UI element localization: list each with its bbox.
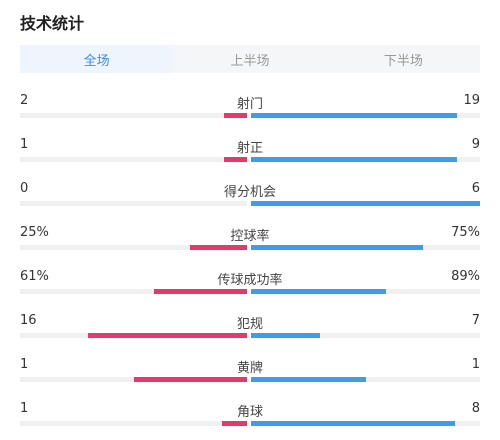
home-bar-track	[20, 113, 247, 118]
tab-second-half[interactable]: 下半场	[383, 53, 423, 69]
stat-label: 控球率	[230, 229, 270, 244]
away-bar-track	[251, 377, 480, 382]
stat-home-value: 1	[20, 137, 29, 152]
home-bar-track	[20, 245, 247, 250]
stat-label: 得分机会	[223, 185, 276, 200]
home-bar-track	[20, 377, 247, 382]
stat-row-pass-accuracy: 61% 传球成功率 89%	[20, 264, 480, 308]
home-bar	[88, 333, 247, 338]
stat-label: 黄牌	[236, 361, 263, 376]
stat-home-value: 1	[20, 357, 29, 372]
away-bar-track	[251, 245, 480, 250]
away-bar	[251, 113, 458, 118]
stat-away-value: 1	[471, 357, 480, 372]
stat-label: 传球成功率	[217, 273, 283, 288]
home-bar	[222, 421, 247, 426]
stat-away-value: 8	[471, 401, 480, 416]
away-bar	[251, 289, 387, 294]
away-bar	[251, 201, 480, 206]
stat-label: 射正	[236, 141, 263, 156]
home-bar	[224, 157, 247, 162]
away-bar-track	[251, 113, 480, 118]
stat-away-value: 7	[471, 313, 480, 328]
home-bar-track	[20, 421, 247, 426]
away-bar-track	[251, 421, 480, 426]
home-bar	[190, 245, 247, 250]
home-bar-track	[20, 333, 247, 338]
stat-row-chances: 0 得分机会 6	[20, 176, 480, 220]
stat-home-value: 25%	[20, 225, 49, 240]
tab-first-half[interactable]: 上半场	[230, 53, 270, 69]
away-bar	[251, 157, 458, 162]
home-bar	[224, 113, 247, 118]
home-bar	[153, 289, 247, 294]
stat-home-value: 2	[20, 93, 29, 108]
stat-home-value: 61%	[20, 269, 49, 284]
stat-away-value: 19	[463, 93, 480, 108]
away-bar-track	[251, 289, 480, 294]
stat-home-value: 16	[20, 313, 37, 328]
stat-row-fouls: 16 犯规 7	[20, 308, 480, 352]
stat-label: 射门	[236, 97, 263, 112]
tab-full-match[interactable]: 全场	[20, 45, 174, 73]
away-bar-track	[251, 201, 480, 206]
home-bar	[133, 377, 247, 382]
stat-label: 犯规	[236, 317, 263, 332]
stats-list: 2 射门 19 1 射正 9 0 得分机会 6 25% 控球率 75% 61% …	[20, 88, 480, 440]
away-bar	[251, 377, 366, 382]
page-title: 技术统计	[20, 14, 85, 33]
stat-away-value: 6	[471, 181, 480, 196]
stat-away-value: 75%	[451, 225, 480, 240]
stat-away-value: 89%	[451, 269, 480, 284]
stat-row-shots-on-target: 1 射正 9	[20, 132, 480, 176]
home-bar-track	[20, 289, 247, 294]
away-bar-track	[251, 333, 480, 338]
stat-home-value: 0	[20, 181, 29, 196]
away-bar	[251, 245, 423, 250]
stat-row-possession: 25% 控球率 75%	[20, 220, 480, 264]
stat-row-yellow-cards: 1 黄牌 1	[20, 352, 480, 396]
stat-row-corners: 1 角球 8	[20, 396, 480, 440]
period-tabs: 全场 上半场 下半场	[20, 45, 480, 73]
away-bar	[251, 333, 320, 338]
stat-label: 角球	[236, 405, 263, 420]
home-bar-track	[20, 201, 247, 206]
home-bar-track	[20, 157, 247, 162]
stat-row-shots: 2 射门 19	[20, 88, 480, 132]
stat-home-value: 1	[20, 401, 29, 416]
away-bar-track	[251, 157, 480, 162]
away-bar	[251, 421, 455, 426]
stat-away-value: 9	[471, 137, 480, 152]
